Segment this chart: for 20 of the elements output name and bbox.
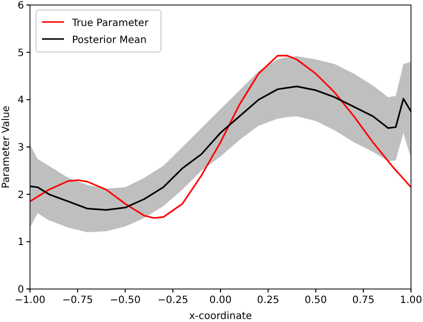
x-tick-label: −1.00 [14,295,46,306]
x-tick-label: 0.75 [352,295,375,306]
y-tick-label: 2 [18,190,24,201]
x-tick-label: −0.75 [62,295,93,306]
x-tick-label: −0.50 [110,295,141,306]
y-tick-label: 0 [18,284,24,296]
x-axis-title: x-coordinate [189,311,252,322]
legend-label: Posterior Mean [72,35,147,46]
y-tick-label: 5 [18,48,24,59]
y-axis-title: Parameter Value [1,106,12,188]
x-tick-label: 0.50 [304,295,327,306]
legend-label: True Parameter [71,18,150,29]
x-tick-label: −0.25 [158,295,188,306]
y-tick-label: 1 [18,237,24,248]
y-tick-label: 6 [18,0,24,12]
y-tick-label: 3 [18,142,24,154]
x-tick-label: 0.00 [209,295,232,306]
y-tick-label: 4 [18,95,24,106]
x-tick-label: 0.25 [256,295,280,306]
x-tick-label: 1.00 [400,295,422,306]
